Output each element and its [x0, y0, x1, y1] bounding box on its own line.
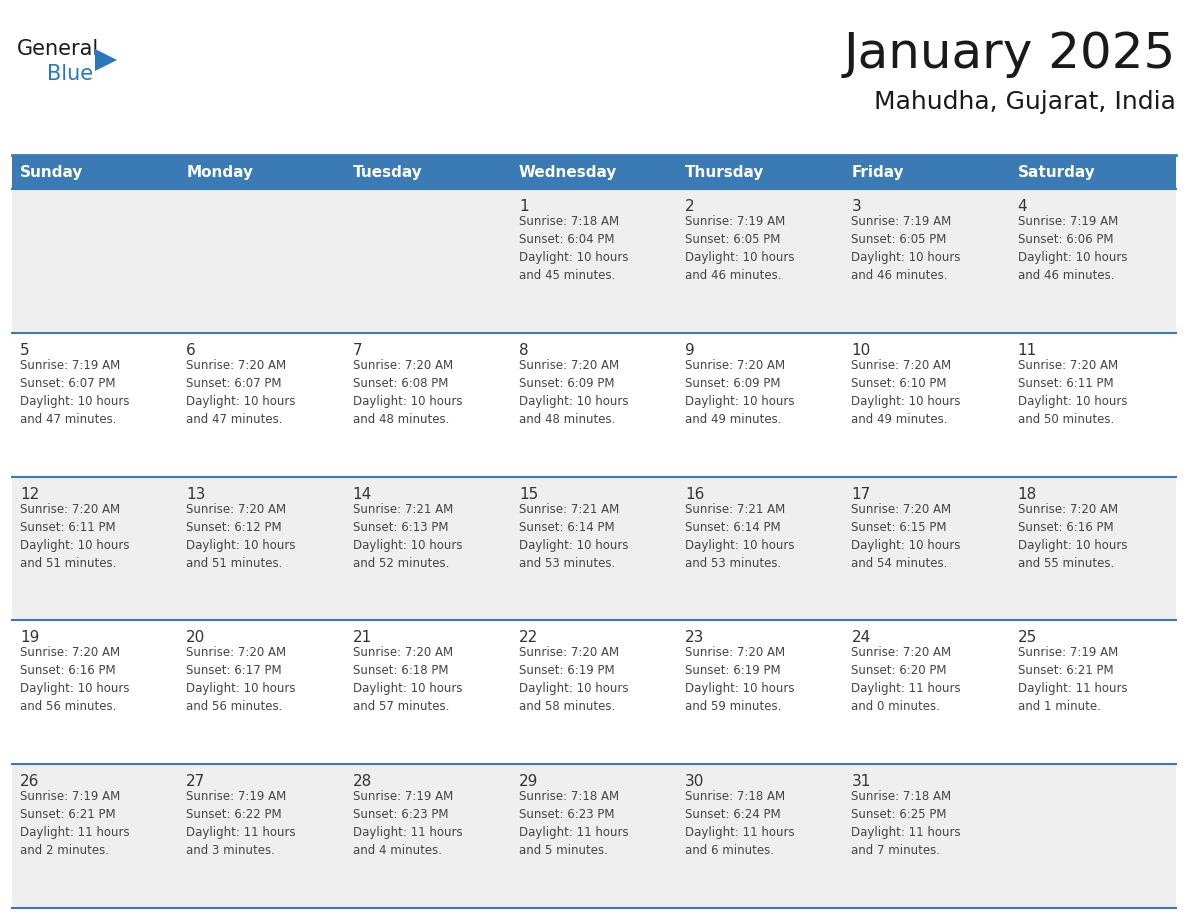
Text: 24: 24 [852, 631, 871, 645]
Text: Sunrise: 7:21 AM
Sunset: 6:13 PM
Daylight: 10 hours
and 52 minutes.: Sunrise: 7:21 AM Sunset: 6:13 PM Dayligh… [353, 502, 462, 569]
Text: Sunrise: 7:20 AM
Sunset: 6:10 PM
Daylight: 10 hours
and 49 minutes.: Sunrise: 7:20 AM Sunset: 6:10 PM Dayligh… [852, 359, 961, 426]
Text: 19: 19 [20, 631, 39, 645]
Text: Sunrise: 7:19 AM
Sunset: 6:22 PM
Daylight: 11 hours
and 3 minutes.: Sunrise: 7:19 AM Sunset: 6:22 PM Dayligh… [187, 790, 296, 857]
Text: 28: 28 [353, 774, 372, 789]
Text: Thursday: Thursday [685, 164, 765, 180]
Text: 5: 5 [20, 342, 30, 358]
Text: 6: 6 [187, 342, 196, 358]
Polygon shape [95, 49, 116, 71]
Text: Sunrise: 7:20 AM
Sunset: 6:20 PM
Daylight: 11 hours
and 0 minutes.: Sunrise: 7:20 AM Sunset: 6:20 PM Dayligh… [852, 646, 961, 713]
Text: 18: 18 [1018, 487, 1037, 501]
Text: Wednesday: Wednesday [519, 164, 618, 180]
Text: Sunrise: 7:20 AM
Sunset: 6:11 PM
Daylight: 10 hours
and 50 minutes.: Sunrise: 7:20 AM Sunset: 6:11 PM Dayligh… [1018, 359, 1127, 426]
Text: Sunrise: 7:20 AM
Sunset: 6:12 PM
Daylight: 10 hours
and 51 minutes.: Sunrise: 7:20 AM Sunset: 6:12 PM Dayligh… [187, 502, 296, 569]
Text: 17: 17 [852, 487, 871, 501]
Text: General: General [17, 39, 100, 59]
Text: Sunrise: 7:19 AM
Sunset: 6:05 PM
Daylight: 10 hours
and 46 minutes.: Sunrise: 7:19 AM Sunset: 6:05 PM Dayligh… [852, 215, 961, 282]
Text: 21: 21 [353, 631, 372, 645]
Text: Saturday: Saturday [1018, 164, 1095, 180]
Text: 10: 10 [852, 342, 871, 358]
Text: 15: 15 [519, 487, 538, 501]
Text: 23: 23 [685, 631, 704, 645]
Text: 29: 29 [519, 774, 538, 789]
Text: Sunrise: 7:20 AM
Sunset: 6:09 PM
Daylight: 10 hours
and 48 minutes.: Sunrise: 7:20 AM Sunset: 6:09 PM Dayligh… [519, 359, 628, 426]
Text: 13: 13 [187, 487, 206, 501]
Text: Sunrise: 7:19 AM
Sunset: 6:21 PM
Daylight: 11 hours
and 1 minute.: Sunrise: 7:19 AM Sunset: 6:21 PM Dayligh… [1018, 646, 1127, 713]
Text: 30: 30 [685, 774, 704, 789]
Text: 27: 27 [187, 774, 206, 789]
Text: 3: 3 [852, 199, 861, 214]
Text: January 2025: January 2025 [843, 30, 1176, 78]
Text: Sunrise: 7:21 AM
Sunset: 6:14 PM
Daylight: 10 hours
and 53 minutes.: Sunrise: 7:21 AM Sunset: 6:14 PM Dayligh… [519, 502, 628, 569]
Text: Sunrise: 7:20 AM
Sunset: 6:15 PM
Daylight: 10 hours
and 54 minutes.: Sunrise: 7:20 AM Sunset: 6:15 PM Dayligh… [852, 502, 961, 569]
Bar [12, 621, 1176, 764]
Text: 12: 12 [20, 487, 39, 501]
Text: Sunrise: 7:20 AM
Sunset: 6:07 PM
Daylight: 10 hours
and 47 minutes.: Sunrise: 7:20 AM Sunset: 6:07 PM Dayligh… [187, 359, 296, 426]
Text: 1: 1 [519, 199, 529, 214]
Text: Blue: Blue [48, 64, 93, 84]
Text: 16: 16 [685, 487, 704, 501]
Text: Sunrise: 7:19 AM
Sunset: 6:06 PM
Daylight: 10 hours
and 46 minutes.: Sunrise: 7:19 AM Sunset: 6:06 PM Dayligh… [1018, 215, 1127, 282]
Text: Sunrise: 7:21 AM
Sunset: 6:14 PM
Daylight: 10 hours
and 53 minutes.: Sunrise: 7:21 AM Sunset: 6:14 PM Dayligh… [685, 502, 795, 569]
Text: 8: 8 [519, 342, 529, 358]
Text: 4: 4 [1018, 199, 1028, 214]
Text: Sunrise: 7:19 AM
Sunset: 6:21 PM
Daylight: 11 hours
and 2 minutes.: Sunrise: 7:19 AM Sunset: 6:21 PM Dayligh… [20, 790, 129, 857]
Text: Sunday: Sunday [20, 164, 83, 180]
Text: 2: 2 [685, 199, 695, 214]
Text: 9: 9 [685, 342, 695, 358]
Text: Sunrise: 7:20 AM
Sunset: 6:16 PM
Daylight: 10 hours
and 55 minutes.: Sunrise: 7:20 AM Sunset: 6:16 PM Dayligh… [1018, 502, 1127, 569]
Text: Sunrise: 7:19 AM
Sunset: 6:07 PM
Daylight: 10 hours
and 47 minutes.: Sunrise: 7:19 AM Sunset: 6:07 PM Dayligh… [20, 359, 129, 426]
Text: Sunrise: 7:20 AM
Sunset: 6:08 PM
Daylight: 10 hours
and 48 minutes.: Sunrise: 7:20 AM Sunset: 6:08 PM Dayligh… [353, 359, 462, 426]
Text: Sunrise: 7:18 AM
Sunset: 6:23 PM
Daylight: 11 hours
and 5 minutes.: Sunrise: 7:18 AM Sunset: 6:23 PM Dayligh… [519, 790, 628, 857]
Text: Friday: Friday [852, 164, 904, 180]
Text: 20: 20 [187, 631, 206, 645]
Text: Mahudha, Gujarat, India: Mahudha, Gujarat, India [874, 90, 1176, 114]
Text: 25: 25 [1018, 631, 1037, 645]
Text: 26: 26 [20, 774, 39, 789]
Text: 14: 14 [353, 487, 372, 501]
Bar [12, 476, 1176, 621]
Text: Sunrise: 7:20 AM
Sunset: 6:18 PM
Daylight: 10 hours
and 57 minutes.: Sunrise: 7:20 AM Sunset: 6:18 PM Dayligh… [353, 646, 462, 713]
Text: Sunrise: 7:20 AM
Sunset: 6:11 PM
Daylight: 10 hours
and 51 minutes.: Sunrise: 7:20 AM Sunset: 6:11 PM Dayligh… [20, 502, 129, 569]
Text: 22: 22 [519, 631, 538, 645]
Text: Sunrise: 7:20 AM
Sunset: 6:17 PM
Daylight: 10 hours
and 56 minutes.: Sunrise: 7:20 AM Sunset: 6:17 PM Dayligh… [187, 646, 296, 713]
Text: Sunrise: 7:19 AM
Sunset: 6:23 PM
Daylight: 11 hours
and 4 minutes.: Sunrise: 7:19 AM Sunset: 6:23 PM Dayligh… [353, 790, 462, 857]
Text: Monday: Monday [187, 164, 253, 180]
Text: Sunrise: 7:20 AM
Sunset: 6:19 PM
Daylight: 10 hours
and 58 minutes.: Sunrise: 7:20 AM Sunset: 6:19 PM Dayligh… [519, 646, 628, 713]
Text: 31: 31 [852, 774, 871, 789]
Bar [12, 764, 1176, 908]
Text: Sunrise: 7:20 AM
Sunset: 6:16 PM
Daylight: 10 hours
and 56 minutes.: Sunrise: 7:20 AM Sunset: 6:16 PM Dayligh… [20, 646, 129, 713]
Text: 11: 11 [1018, 342, 1037, 358]
Bar [12, 155, 1176, 189]
Text: Sunrise: 7:19 AM
Sunset: 6:05 PM
Daylight: 10 hours
and 46 minutes.: Sunrise: 7:19 AM Sunset: 6:05 PM Dayligh… [685, 215, 795, 282]
Text: Sunrise: 7:18 AM
Sunset: 6:25 PM
Daylight: 11 hours
and 7 minutes.: Sunrise: 7:18 AM Sunset: 6:25 PM Dayligh… [852, 790, 961, 857]
Text: Sunrise: 7:18 AM
Sunset: 6:04 PM
Daylight: 10 hours
and 45 minutes.: Sunrise: 7:18 AM Sunset: 6:04 PM Dayligh… [519, 215, 628, 282]
Bar [12, 189, 1176, 333]
Text: Sunrise: 7:20 AM
Sunset: 6:09 PM
Daylight: 10 hours
and 49 minutes.: Sunrise: 7:20 AM Sunset: 6:09 PM Dayligh… [685, 359, 795, 426]
Bar [12, 333, 1176, 476]
Text: Sunrise: 7:18 AM
Sunset: 6:24 PM
Daylight: 11 hours
and 6 minutes.: Sunrise: 7:18 AM Sunset: 6:24 PM Dayligh… [685, 790, 795, 857]
Text: 7: 7 [353, 342, 362, 358]
Text: Sunrise: 7:20 AM
Sunset: 6:19 PM
Daylight: 10 hours
and 59 minutes.: Sunrise: 7:20 AM Sunset: 6:19 PM Dayligh… [685, 646, 795, 713]
Text: Tuesday: Tuesday [353, 164, 422, 180]
